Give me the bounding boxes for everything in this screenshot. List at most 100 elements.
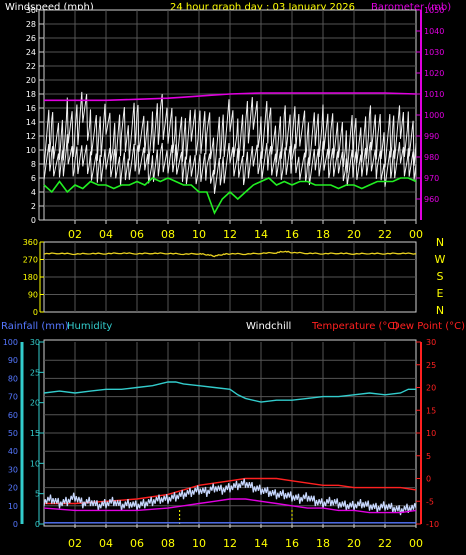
legend-dew-point: Dew Point (°C) bbox=[392, 321, 465, 332]
wind-baro-x-tick-labels: 02 04 06 08 10 12 14 16 18 20 22 00 bbox=[68, 220, 423, 241]
barometer-tick-label: 960 bbox=[424, 195, 439, 204]
x-tick-label: 02 bbox=[68, 537, 82, 550]
humidity-tick-label: 90 bbox=[8, 356, 18, 365]
x-tick-label: 16 bbox=[285, 537, 299, 550]
barometer-tick-label: 990 bbox=[424, 132, 439, 141]
x-tick-label: 04 bbox=[99, 228, 113, 241]
temperature-line bbox=[44, 477, 417, 505]
rainfall-tick-label: 10 bbox=[30, 459, 40, 468]
x-tick-label: 22 bbox=[378, 537, 392, 550]
compass-label: W bbox=[435, 253, 446, 266]
windspeed-tick-label: 16 bbox=[26, 104, 36, 113]
direction-tick-label: 0 bbox=[33, 308, 38, 317]
dew-point-line bbox=[43, 498, 417, 514]
temperature-tick-label: 20 bbox=[426, 384, 436, 393]
humidity-tick-label: 50 bbox=[8, 429, 18, 438]
windspeed-tick-label: 24 bbox=[26, 48, 36, 57]
humidity-line bbox=[43, 381, 416, 403]
temperature-tick-labels: -10 -5 0 5 10 15 20 25 30 bbox=[416, 338, 439, 529]
direction-tick-label: 90 bbox=[28, 291, 38, 300]
temperature-tick-label: 25 bbox=[426, 361, 436, 370]
barometer-tick-label: 980 bbox=[424, 153, 439, 162]
x-tick-label: 18 bbox=[316, 228, 330, 241]
wind-baro-series bbox=[43, 91, 417, 215]
wind-direction-line bbox=[43, 250, 417, 258]
humidity-tick-label: 80 bbox=[8, 374, 18, 383]
barometer-tick-label: 970 bbox=[424, 174, 439, 183]
windspeed-tick-label: 8 bbox=[31, 160, 36, 169]
compass-label: N bbox=[436, 304, 444, 317]
humidity-tick-labels: 0 10 20 30 40 50 60 70 80 90 100 bbox=[3, 338, 18, 529]
barometer-tick-labels: 960 970 980 990 1000 1010 1020 1030 1040 1050 bbox=[416, 6, 444, 220]
temp-humidity-series bbox=[43, 381, 417, 524]
humidity-tick-label: 60 bbox=[8, 411, 18, 420]
x-tick-label: 10 bbox=[192, 537, 206, 550]
rainfall-tick-labels: 0 5 10 15 20 25 30 bbox=[20, 338, 44, 529]
chart-title: 24 hour graph day : 03 January 2026 bbox=[170, 2, 355, 13]
x-tick-label: 22 bbox=[378, 228, 392, 241]
legend-windchill: Windchill bbox=[246, 321, 291, 332]
windspeed-tick-label: 20 bbox=[26, 76, 36, 85]
compass-label: E bbox=[437, 287, 444, 300]
rainfall-tick-label: 20 bbox=[30, 399, 40, 408]
x-tick-label: 12 bbox=[223, 537, 237, 550]
temperature-tick-label: 0 bbox=[426, 475, 431, 484]
x-tick-label: 00 bbox=[409, 537, 423, 550]
windspeed-tick-label: 30 bbox=[26, 6, 36, 15]
barometer-tick-label: 1020 bbox=[424, 69, 444, 78]
temperature-tick-label: 30 bbox=[426, 338, 436, 347]
x-tick-label: 02 bbox=[68, 228, 82, 241]
x-tick-label: 06 bbox=[130, 228, 144, 241]
windspeed-tick-label: 22 bbox=[26, 62, 36, 71]
x-tick-label: 06 bbox=[130, 537, 144, 550]
windspeed-tick-label: 0 bbox=[31, 216, 36, 225]
barometer-tick-label: 1000 bbox=[424, 111, 444, 120]
windspeed-tick-label: 10 bbox=[26, 146, 36, 155]
legend-humidity: Humidity bbox=[67, 321, 112, 332]
direction-tick-label: 360 bbox=[23, 238, 38, 247]
wind-direction-tick-labels: 0 90 180 270 360 bbox=[23, 238, 44, 317]
x-tick-label: 16 bbox=[285, 228, 299, 241]
temperature-tick-label: 15 bbox=[426, 406, 436, 415]
windspeed-tick-label: 14 bbox=[26, 118, 36, 127]
windspeed-tick-label: 4 bbox=[31, 188, 36, 197]
x-tick-label: 00 bbox=[409, 228, 423, 241]
barometer-tick-label: 1050 bbox=[424, 6, 444, 15]
humidity-tick-label: 70 bbox=[8, 393, 18, 402]
humidity-tick-label: 0 bbox=[13, 520, 18, 529]
compass-label: N bbox=[436, 236, 444, 249]
barometer-axis-title: Barometer (mb) bbox=[371, 2, 451, 13]
temp-trace-line bbox=[43, 177, 417, 215]
temperature-tick-label: -5 bbox=[426, 497, 434, 506]
windspeed-tick-label: 28 bbox=[26, 20, 36, 29]
humidity-tick-label: 30 bbox=[8, 465, 18, 474]
x-tick-label: 08 bbox=[161, 228, 175, 241]
temp-humidity-x-tick-labels: 02 04 06 08 10 12 14 16 18 20 22 00 bbox=[68, 524, 423, 550]
humidity-tick-label: 20 bbox=[8, 484, 18, 493]
legend-rainfall: Rainfall (mm) bbox=[1, 321, 69, 332]
barometer-line bbox=[44, 92, 417, 102]
x-tick-label: 12 bbox=[223, 228, 237, 241]
windspeed-tick-label: 6 bbox=[31, 174, 36, 183]
humidity-tick-label: 10 bbox=[8, 502, 18, 511]
compass-label: S bbox=[437, 270, 444, 283]
x-tick-label: 08 bbox=[161, 537, 175, 550]
x-tick-label: 18 bbox=[316, 537, 330, 550]
humidity-tick-label: 100 bbox=[3, 338, 18, 347]
rainfall-tick-label: 15 bbox=[30, 429, 40, 438]
windspeed-tick-label: 26 bbox=[26, 34, 36, 43]
direction-tick-label: 270 bbox=[23, 256, 38, 265]
humidity-tick-label: 40 bbox=[8, 447, 18, 456]
x-tick-label: 14 bbox=[254, 537, 268, 550]
barometer-tick-label: 1010 bbox=[424, 90, 444, 99]
windspeed-tick-label: 2 bbox=[31, 202, 36, 211]
rainfall-tick-label: 30 bbox=[30, 338, 40, 347]
windspeed-tick-label: 12 bbox=[26, 132, 36, 141]
direction-tick-label: 180 bbox=[23, 273, 38, 282]
windspeed-axis-title: Windspeed (mph) bbox=[5, 2, 94, 13]
barometer-tick-label: 1040 bbox=[424, 27, 444, 36]
